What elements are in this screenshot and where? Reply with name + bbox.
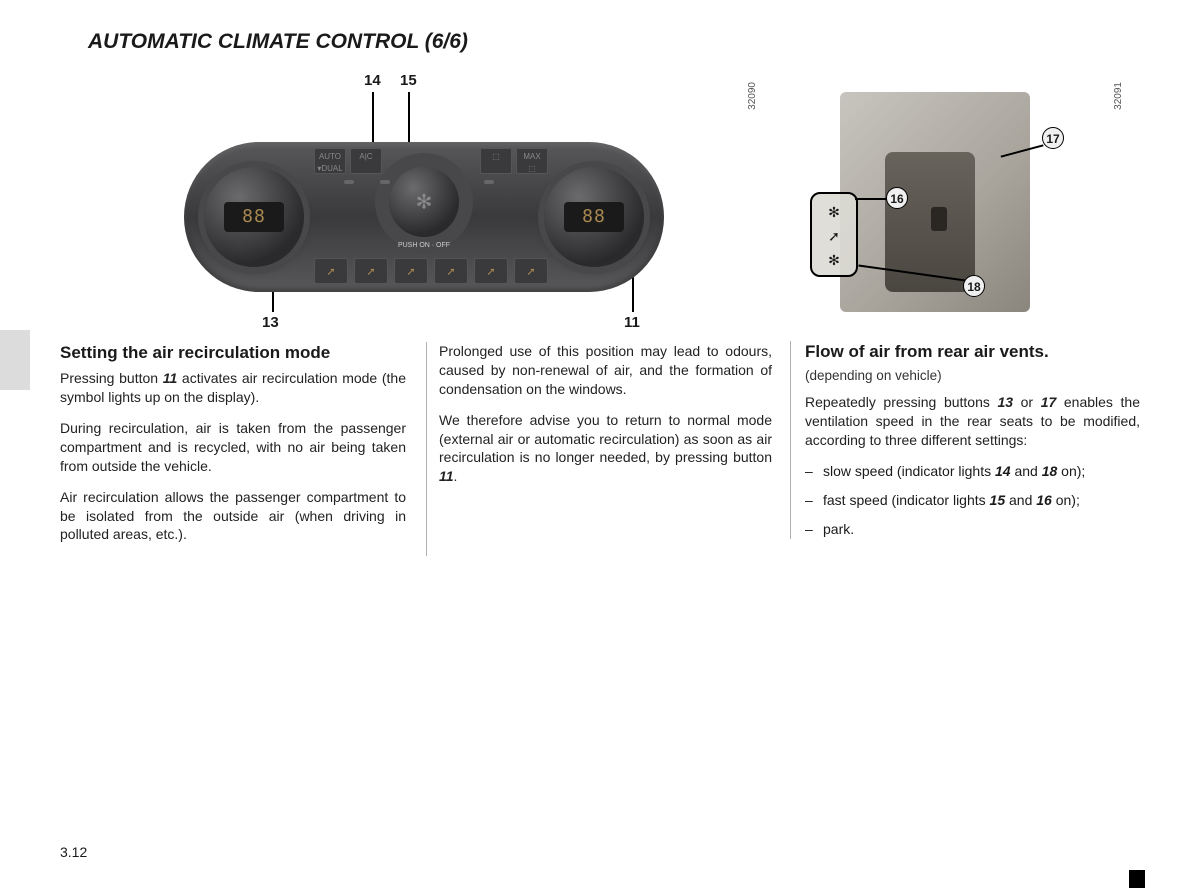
top-button-row: AUTO▾DUAL A|C ⬚ MAX⬚ (314, 148, 548, 174)
settings-list: slow speed (indicator lights 14 and 18 o… (805, 462, 1140, 539)
rear-console-photo (840, 92, 1030, 312)
figure-rear-vents: 32091 ✻➚✻ 16 17 18 (790, 72, 1120, 327)
page-title: AUTOMATIC CLIMATE CONTROL (6/6) (88, 30, 1140, 54)
section-heading-rear-vents: Flow of air from rear air vents. (805, 341, 1140, 362)
callout-18: 18 (963, 275, 985, 297)
ref-16: 16 (1036, 492, 1052, 508)
ref-13: 13 (997, 394, 1013, 410)
indicator-15 (380, 180, 390, 184)
text: . (454, 468, 458, 484)
callout-13: 13 (262, 314, 279, 331)
temp-knob-right: 88 (544, 167, 644, 267)
column-3: Flow of air from rear air vents. (depend… (790, 341, 1140, 539)
ref-18: 18 (1042, 463, 1058, 479)
text: We therefore advise you to return to nor… (439, 412, 772, 466)
ref-11: 11 (439, 468, 454, 484)
column-1: Setting the air recirculation mode Press… (60, 342, 406, 556)
temp-display-left: 88 (224, 202, 284, 232)
ref-17: 17 (1041, 394, 1057, 410)
manual-page: AUTOMATIC CLIMATE CONTROL (6/6) 32090 14… (0, 0, 1200, 888)
para: Pressing button 11 activates air recircu… (60, 369, 406, 407)
figure-id: 32091 (1113, 82, 1124, 110)
indicator-14 (344, 180, 354, 184)
max-defrost-button: MAX⬚ (516, 148, 548, 174)
text: Repeatedly pressing buttons (805, 394, 997, 410)
callout-14: 14 (364, 72, 381, 89)
list-item: fast speed (indicator lights 15 and 16 o… (805, 491, 1140, 510)
callout-15: 15 (400, 72, 417, 89)
climate-panel-body: 88 88 PUSH ON · OFF AUTO▾DUAL A|C ⬚ MAX⬚ (184, 142, 664, 292)
text: and (1005, 492, 1036, 508)
mode-btn: ➚ (394, 258, 428, 284)
figure-climate-panel: 32090 14 15 13 11 88 (84, 72, 754, 332)
text: or (1013, 394, 1041, 410)
callout-16: 16 (886, 187, 908, 209)
text: Pressing button (60, 370, 163, 386)
temp-display-right: 88 (564, 202, 624, 232)
ref-11: 11 (163, 370, 178, 386)
para: During recirculation, air is taken from … (60, 419, 406, 476)
fan-knob-center: PUSH ON · OFF (389, 167, 459, 237)
temp-knob-left: 88 (204, 167, 304, 267)
column-2: Prolonged use of this position may lead … (426, 342, 772, 556)
text: on); (1052, 492, 1080, 508)
list-item: slow speed (indicator lights 14 and 18 o… (805, 462, 1140, 481)
ref-15: 15 (990, 492, 1006, 508)
callout-17: 17 (1042, 127, 1064, 149)
left-block: 32090 14 15 13 11 88 (60, 72, 778, 556)
indicator-light (484, 180, 494, 184)
para: Air recirculation allows the passenger c… (60, 488, 406, 545)
push-label: PUSH ON · OFF (398, 242, 450, 249)
mode-btn: ➚ (434, 258, 468, 284)
mode-btn: ➚ (514, 258, 548, 284)
sub-note: (depending on vehicle) (805, 368, 1140, 383)
para: Repeatedly pressing buttons 13 or 17 ena… (805, 393, 1140, 450)
auto-dual-button: AUTO▾DUAL (314, 148, 346, 174)
text: fast speed (indicator lights (823, 492, 990, 508)
page-number: 3.12 (60, 844, 87, 860)
list-item: park. (805, 520, 1140, 539)
mode-btn: ➚ (314, 258, 348, 284)
text: slow speed (indicator lights (823, 463, 995, 479)
text: on); (1057, 463, 1085, 479)
text: and (1011, 463, 1042, 479)
section-heading-recirculation: Setting the air recirculation mode (60, 342, 406, 363)
mode-btn: ➚ (474, 258, 508, 284)
para: Prolonged use of this position may lead … (439, 342, 772, 399)
rear-vent-knob (931, 207, 947, 231)
callout-line (855, 198, 887, 200)
ref-14: 14 (995, 463, 1011, 479)
ac-button: A|C (350, 148, 382, 174)
mode-button-row: ➚ ➚ ➚ ➚ ➚ ➚ (314, 258, 548, 284)
defrost-rear-button: ⬚ (480, 148, 512, 174)
text-columns-left: Setting the air recirculation mode Press… (60, 342, 778, 556)
callout-11: 11 (624, 314, 640, 331)
corner-crop-mark (1129, 870, 1145, 888)
mode-btn: ➚ (354, 258, 388, 284)
figure-id: 32090 (747, 82, 758, 110)
rear-vent-control-inset: ✻➚✻ (810, 192, 858, 277)
para: We therefore advise you to return to nor… (439, 411, 772, 487)
right-block: 32091 ✻➚✻ 16 17 18 Flow of air from rear… (790, 72, 1140, 556)
content-area: 32090 14 15 13 11 88 (60, 72, 1140, 556)
